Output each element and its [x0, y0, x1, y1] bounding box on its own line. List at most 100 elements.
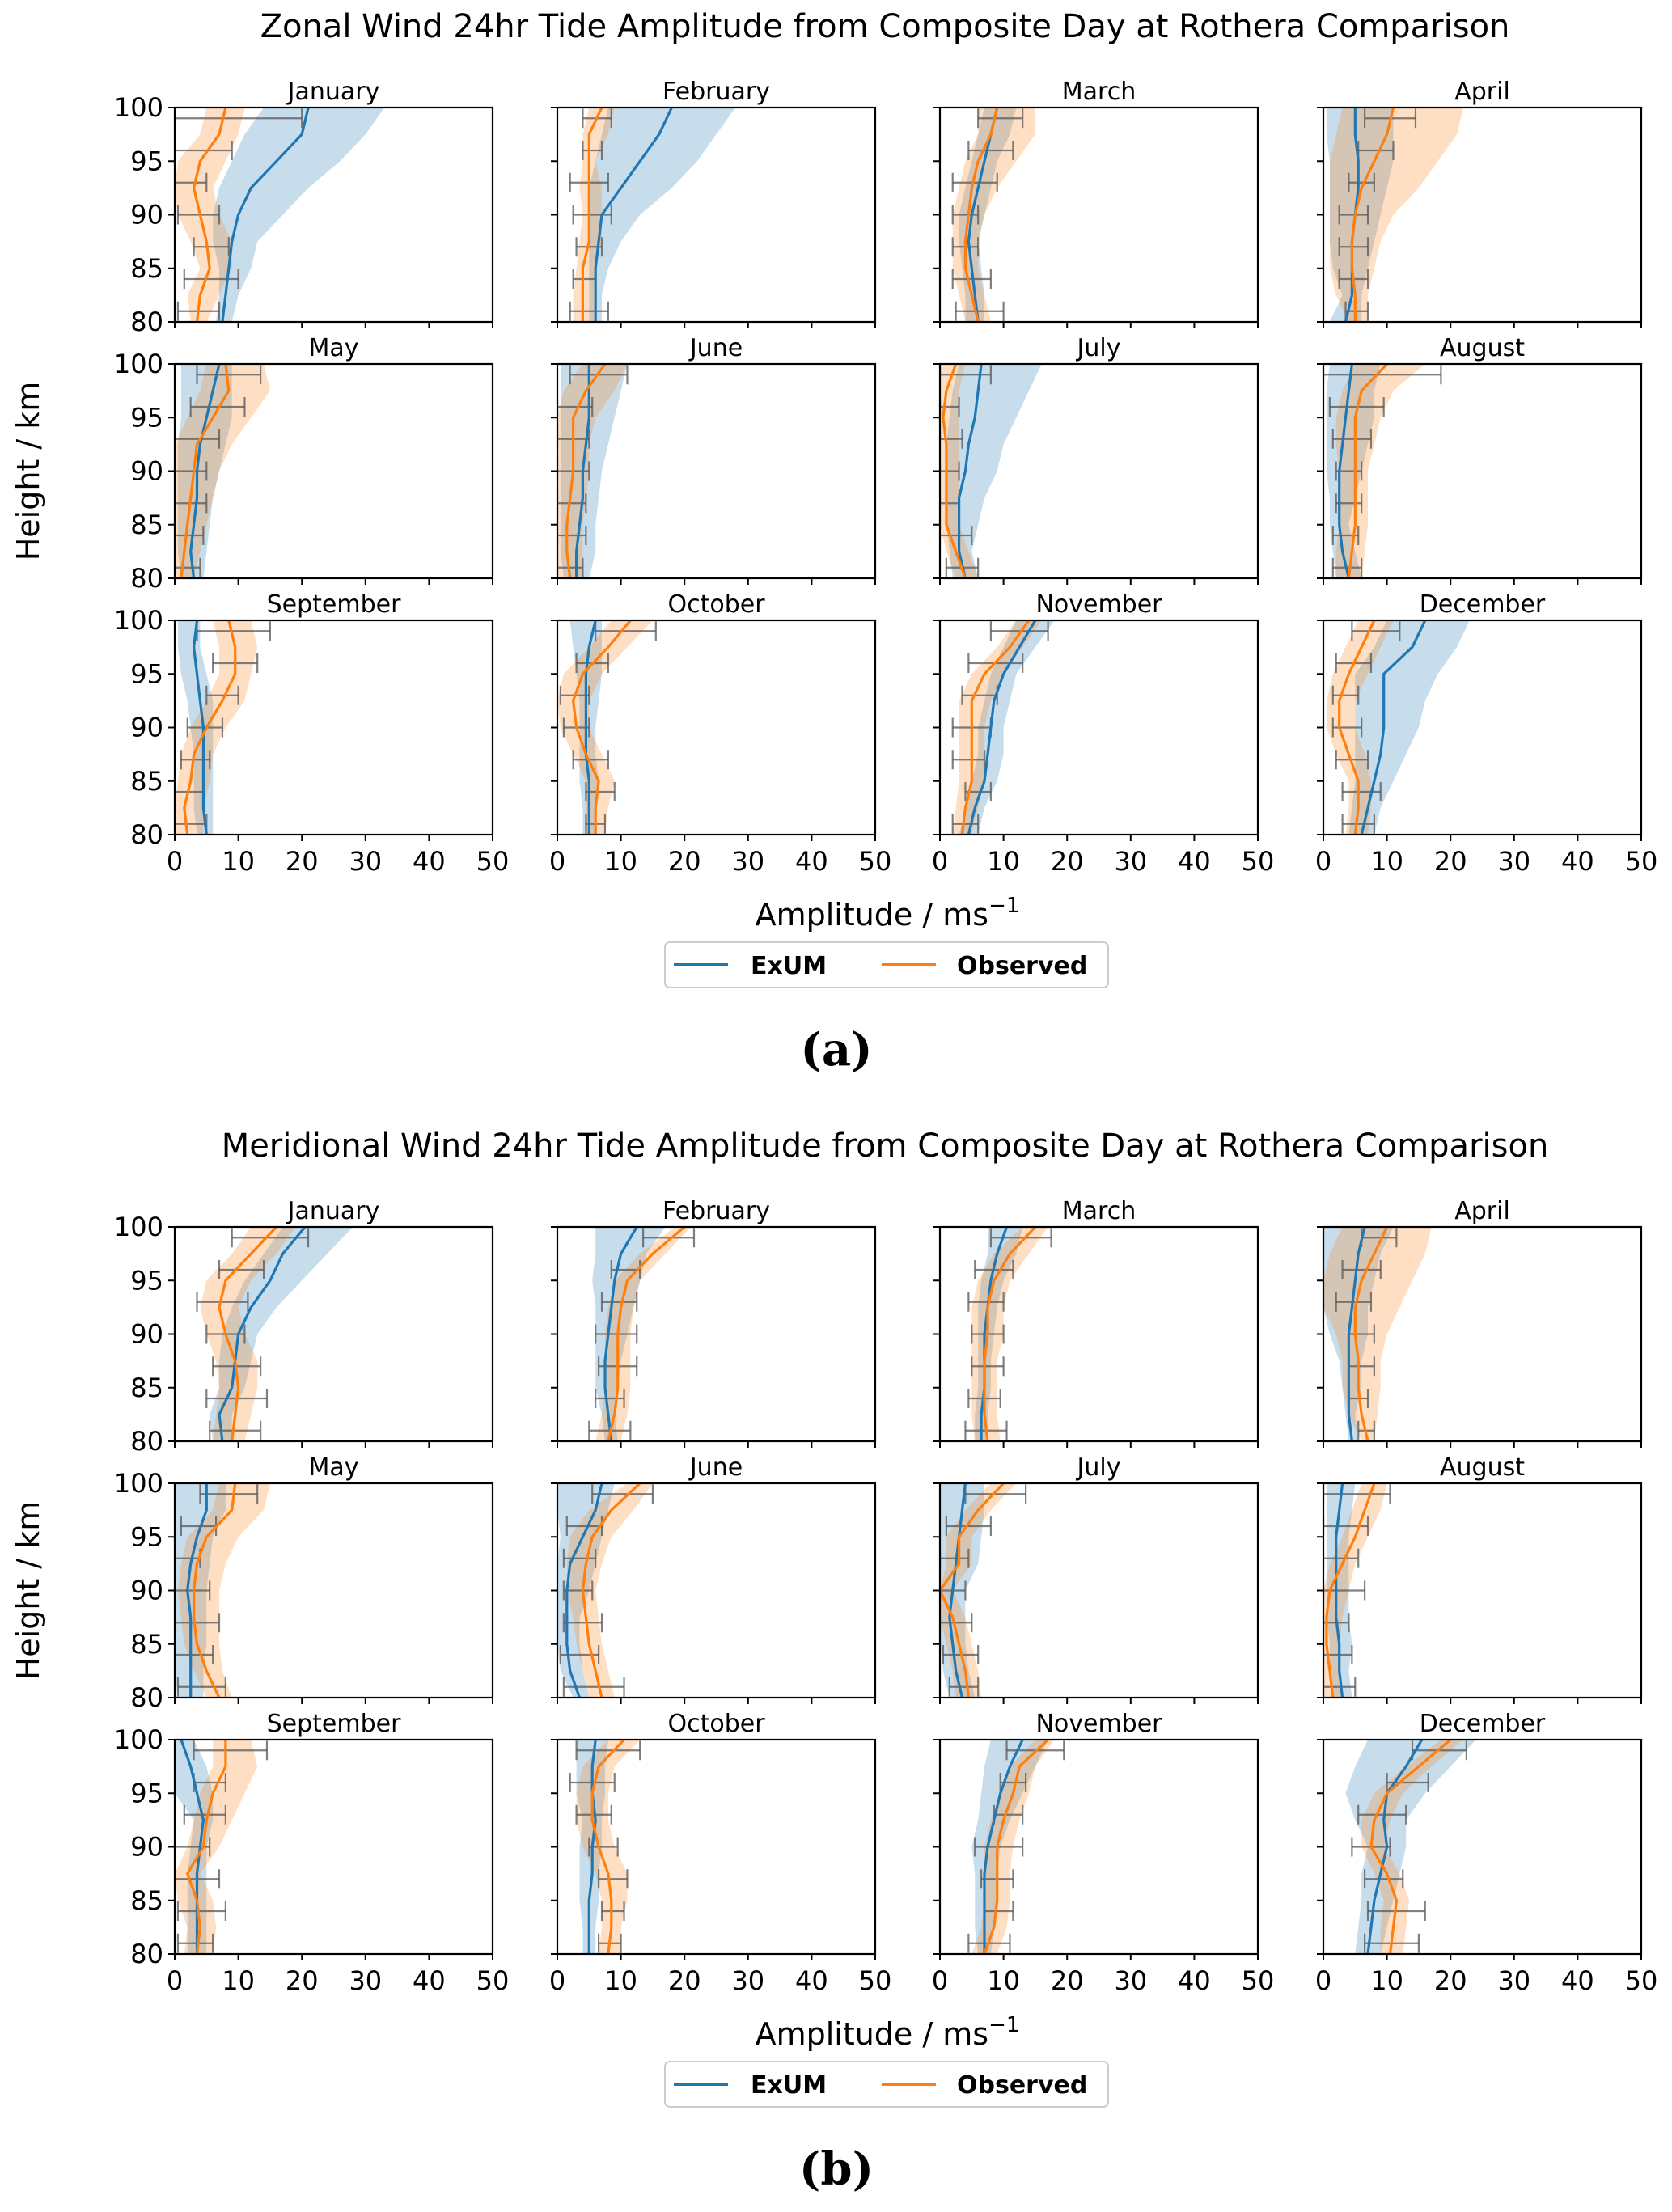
- error-bar: [1357, 1804, 1407, 1825]
- x-tick-label: 50: [1242, 1965, 1275, 1996]
- x-tick-label: 0: [1315, 1965, 1331, 1996]
- exum-line: [565, 1483, 603, 1698]
- subplot-september: September 80 85 90 95 100 0 10 20 30 40 50: [114, 1710, 509, 1996]
- error-bar: [1323, 1516, 1369, 1536]
- observed-line: [186, 1740, 227, 1954]
- y-tick-label: 80: [130, 1939, 163, 1969]
- error-bar: [557, 397, 594, 417]
- plot-area: [557, 620, 657, 835]
- observed-line: [1325, 1483, 1376, 1698]
- subplot-july: July: [933, 1453, 1259, 1704]
- observed-uncertainty-band: [175, 1740, 258, 1954]
- figure-title: Meridional Wind 24hr Tide Amplitude from…: [222, 1127, 1549, 1165]
- plot-area: [1326, 620, 1470, 835]
- error-bar: [940, 526, 973, 545]
- error-bar: [1338, 205, 1369, 225]
- x-tick-label: 20: [1051, 846, 1084, 877]
- error-bar: [572, 750, 609, 770]
- exum-line: [967, 620, 1037, 835]
- error-bar: [176, 205, 221, 225]
- y-axis-label: Height / km: [11, 1501, 46, 1681]
- exum-line: [1360, 620, 1427, 835]
- error-bar: [989, 1228, 1052, 1248]
- exum-line: [980, 1227, 1009, 1441]
- error-bar: [1331, 685, 1360, 705]
- x-tick-label: 0: [549, 846, 565, 877]
- observed-uncertainty-band: [200, 1227, 296, 1441]
- x-tick-label: 50: [1625, 1965, 1658, 1996]
- subplot-august: August: [1317, 1453, 1643, 1704]
- plot-area: [175, 620, 271, 835]
- y-tick-label: 100: [114, 1468, 163, 1499]
- y-tick-label: 90: [130, 713, 163, 743]
- y-tick-label: 100: [114, 1724, 163, 1755]
- observed-line: [940, 1483, 1005, 1698]
- error-bar: [175, 1645, 214, 1664]
- y-tick-label: 90: [130, 1319, 163, 1350]
- observed-line: [571, 620, 632, 835]
- subplot-title: October: [667, 590, 765, 619]
- exum-line: [218, 1227, 307, 1441]
- x-tick-label: 30: [349, 846, 382, 877]
- panel-letter: (a): [800, 1023, 872, 1076]
- error-bar: [940, 429, 963, 449]
- x-tick-label: 0: [1315, 846, 1331, 877]
- y-tick-label: 85: [130, 510, 163, 540]
- subplot-title: July: [1076, 334, 1121, 362]
- error-bar: [1331, 717, 1363, 738]
- plot-area: [951, 620, 1055, 835]
- y-tick-label: 100: [114, 1212, 163, 1242]
- exum-line: [180, 1740, 205, 1954]
- error-bar: [193, 237, 230, 257]
- plot-area: [557, 364, 629, 578]
- exum-line: [584, 620, 597, 835]
- error-bar: [588, 1837, 619, 1857]
- observed-line: [983, 1227, 1037, 1441]
- error-bar: [951, 205, 980, 225]
- legend-label-observed: Observed: [957, 952, 1087, 980]
- error-bar: [175, 526, 205, 545]
- observed-line: [607, 1227, 686, 1441]
- exum-uncertainty-band: [1348, 620, 1470, 835]
- subplot-july: July: [933, 334, 1259, 585]
- plot-area: [1323, 364, 1442, 578]
- subplot-april: April: [1317, 1197, 1643, 1448]
- x-tick-label: 0: [167, 846, 183, 877]
- x-tick-label: 20: [1434, 846, 1467, 877]
- error-bar: [945, 1516, 992, 1536]
- x-tick-label: 50: [476, 846, 510, 877]
- x-tick-label: 40: [413, 846, 446, 877]
- subplot-title: April: [1454, 78, 1510, 106]
- x-tick-label: 30: [731, 846, 764, 877]
- y-tick-label: 95: [130, 402, 163, 433]
- plot-area: [1326, 108, 1463, 322]
- observed-uncertainty-band: [1323, 1227, 1432, 1441]
- x-tick-label: 20: [1051, 1965, 1084, 1996]
- y-axis-label: Height / km: [11, 382, 46, 561]
- error-bar: [595, 1389, 625, 1408]
- observed-line: [1369, 1740, 1452, 1954]
- axes-frame: [938, 1482, 1259, 1699]
- observed-line: [960, 620, 1031, 835]
- subplot-march: March: [933, 1197, 1259, 1448]
- error-bar: [176, 1901, 226, 1921]
- exum-line: [221, 108, 310, 322]
- x-axis-label-text: Amplitude / ms: [756, 897, 989, 933]
- error-bar: [1323, 1677, 1357, 1697]
- plot-area: [569, 1740, 641, 1954]
- x-tick-label: 10: [1370, 1965, 1403, 1996]
- subplot-title: May: [308, 334, 358, 362]
- y-tick-label: 80: [130, 819, 163, 850]
- error-bar: [199, 1484, 259, 1504]
- figure-b-meridional: Meridional Wind 24hr Tide Amplitude from…: [11, 1127, 1657, 2196]
- error-bar: [175, 1613, 221, 1633]
- exum-uncertainty-band: [213, 108, 385, 322]
- y-tick-label: 90: [130, 1575, 163, 1606]
- x-tick-label: 40: [795, 1965, 828, 1996]
- y-tick-label: 100: [114, 349, 163, 379]
- x-axis-label-superscript: −1: [988, 894, 1019, 918]
- x-tick-label: 10: [1370, 846, 1403, 877]
- error-bar: [562, 1548, 597, 1568]
- x-tick-label: 30: [1497, 1965, 1530, 1996]
